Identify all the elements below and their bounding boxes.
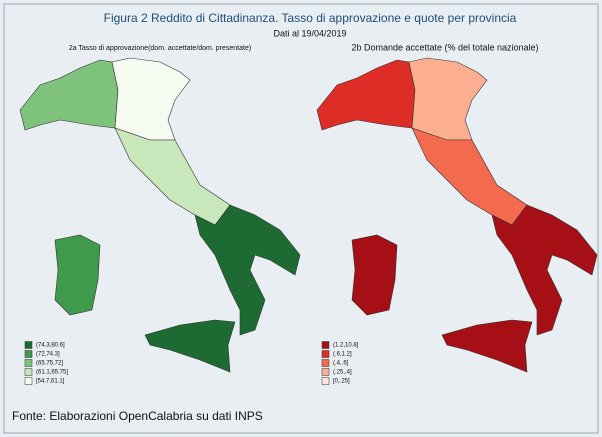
legend-swatch <box>321 377 330 385</box>
province-area <box>144 319 236 373</box>
legend-swatch <box>321 359 330 367</box>
legend-label: [54.7,61.1] <box>36 379 65 385</box>
map: (1.2,10.8] (.6,1.2] (.4,.6] (.25,.4] [0,.25] <box>316 57 598 385</box>
legend-label: (61.1,65.75] <box>36 370 68 376</box>
title: Figura 2 Reddito di Cittadinanza. Tasso … <box>104 11 517 25</box>
legend-label: [0,.25] <box>333 379 350 385</box>
legend-label: (1.2,10.8] <box>333 343 359 349</box>
province-area <box>351 234 398 316</box>
legend-swatch <box>24 350 33 358</box>
legend-label: (.4,.6] <box>333 361 349 367</box>
legend-swatch <box>321 341 330 349</box>
province-area <box>491 204 598 336</box>
province-area <box>111 57 191 141</box>
source: Fonte: Elaborazioni OpenCalabria su dati… <box>12 409 263 423</box>
province-area <box>441 319 533 373</box>
legend-swatch <box>24 341 33 349</box>
legend-label: (65.75,72] <box>36 361 63 367</box>
legend-label: (72,74.3] <box>36 352 60 358</box>
legend-swatch <box>321 350 330 358</box>
subtitle: Dati al 19/04/2019 <box>273 28 346 38</box>
legend-swatch <box>24 377 33 385</box>
legend-label: (.25,.4] <box>333 370 352 376</box>
province-area <box>54 234 101 316</box>
map-title: 2b Domande accettate (% del totale nazio… <box>351 42 538 52</box>
legend-swatch <box>321 368 330 376</box>
province-area <box>194 204 301 336</box>
province-area <box>408 57 488 141</box>
map-title: 2a Tasso di approvazione(dom. accettate/… <box>69 45 251 52</box>
legend-label: (.6,1.2] <box>333 352 352 358</box>
legend-swatch <box>24 368 33 376</box>
maps: (74.3,80.6] (72,74.3] (65.75,72] (61.1,65.7… <box>19 57 598 385</box>
frame <box>3 3 599 434</box>
legend-swatch <box>24 359 33 367</box>
legend-label: (74.3,80.6] <box>36 343 65 349</box>
map: (74.3,80.6] (72,74.3] (65.75,72] (61.1,65.7… <box>19 57 301 385</box>
